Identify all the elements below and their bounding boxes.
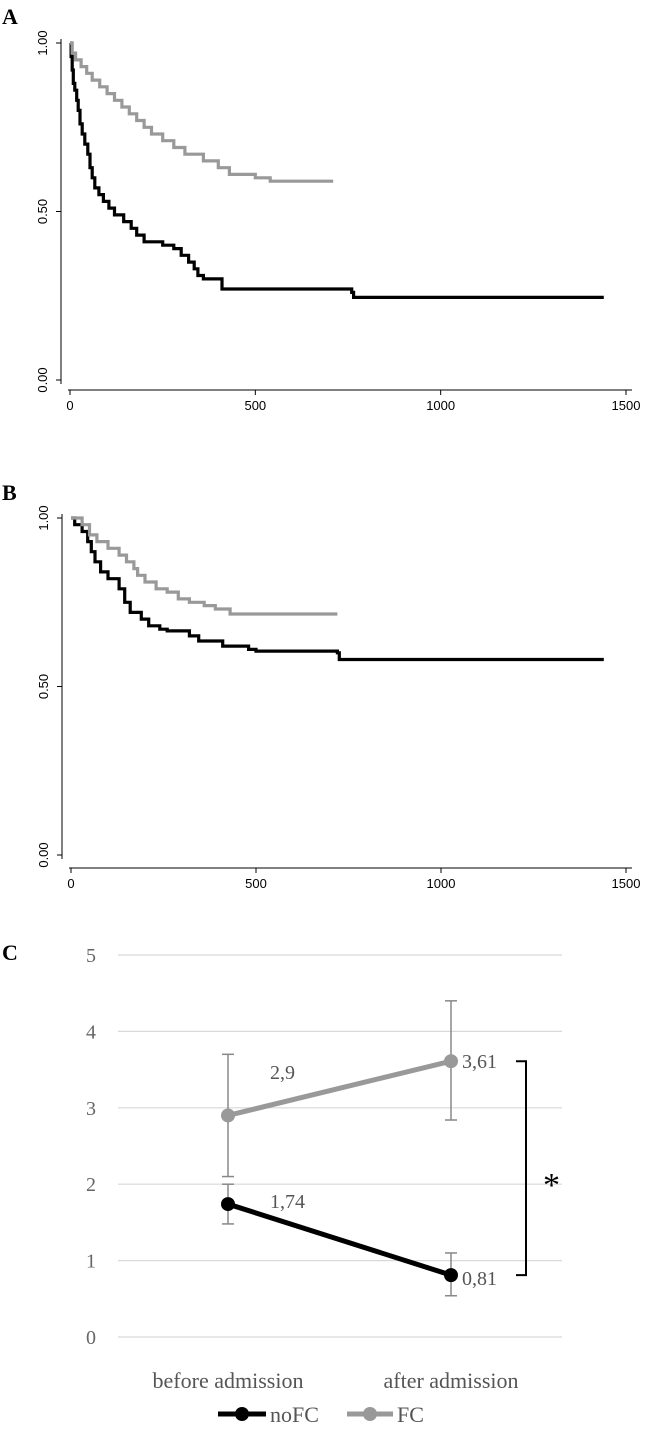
data-label: 3,61 — [462, 1051, 497, 1073]
significance-star: * — [543, 1167, 560, 1204]
category-label: before admission — [153, 1368, 304, 1393]
y-tick-label: 0 — [86, 1327, 96, 1349]
km-curve-gray — [71, 516, 338, 616]
data-point-noFC — [221, 1197, 235, 1212]
x-tick-label: 500 — [245, 876, 267, 891]
x-tick-label: 1000 — [426, 398, 455, 413]
data-label: 0,81 — [462, 1268, 497, 1290]
legend-label-noFC: noFC — [270, 1402, 319, 1427]
legend-label-FC: FC — [397, 1402, 424, 1427]
data-label: 1,74 — [270, 1191, 305, 1213]
x-tick-label: 1500 — [612, 876, 641, 891]
x-tick-label: 0 — [67, 876, 74, 891]
km-curve-gray — [70, 41, 334, 183]
y-tick-label: 4 — [86, 1021, 96, 1043]
data-label: 2,9 — [270, 1062, 295, 1084]
significance-bracket — [516, 1060, 527, 1277]
x-tick-label: 1500 — [612, 398, 641, 413]
x-tick-label: 500 — [244, 398, 266, 413]
y-tick-label: 0.00 — [36, 842, 51, 867]
data-point-FC — [221, 1108, 235, 1123]
panel-letter-a: A — [2, 4, 18, 29]
y-tick-label: 1.00 — [36, 505, 51, 530]
km-curve-black — [69, 41, 604, 299]
line-chart-c: 0 1 2 3 4 5 before admission after admission 1,7… — [86, 945, 562, 1427]
series-line-FC — [227, 1058, 452, 1118]
y-tick-label: 3 — [86, 1098, 96, 1120]
panel-letter-c: C — [2, 940, 18, 965]
series-line-noFC — [227, 1201, 452, 1278]
category-label: after admission — [383, 1368, 518, 1393]
km-chart-a: 0.00 0.50 1.00 0 500 1000 1500 — [35, 30, 641, 413]
x-tick-label: 1000 — [427, 876, 456, 891]
data-point-FC — [444, 1054, 458, 1069]
km-chart-b: 0.00 0.50 1.00 0 500 1000 1500 — [36, 505, 641, 891]
x-tick-label: 0 — [66, 398, 73, 413]
y-tick-label: 1.00 — [35, 30, 50, 55]
y-tick-label: 5 — [86, 945, 96, 967]
legend-marker-FC — [363, 1407, 377, 1421]
y-tick-label: 1 — [86, 1251, 96, 1273]
panel-letter-b: B — [2, 480, 17, 505]
y-tick-label: 0.50 — [36, 674, 51, 699]
data-point-noFC — [444, 1268, 458, 1283]
y-tick-label: 0.00 — [35, 367, 50, 392]
km-curve-black — [71, 516, 604, 662]
legend-marker-noFC — [235, 1407, 249, 1421]
y-tick-label: 2 — [86, 1174, 96, 1196]
y-tick-label: 0.50 — [35, 199, 50, 224]
